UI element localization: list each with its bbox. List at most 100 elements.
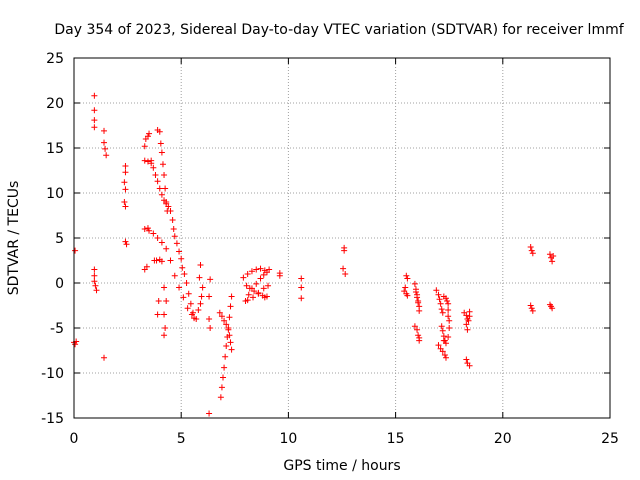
data-point xyxy=(101,354,108,361)
data-point xyxy=(439,327,446,334)
data-point xyxy=(165,203,172,210)
data-point xyxy=(261,267,268,274)
data-point xyxy=(162,185,169,192)
data-point xyxy=(123,241,130,248)
y-tick-label: 10 xyxy=(46,186,64,202)
data-point xyxy=(550,253,557,259)
data-point xyxy=(298,295,305,302)
data-point xyxy=(415,299,422,306)
data-point xyxy=(276,272,283,279)
data-point xyxy=(445,300,452,307)
data-point xyxy=(148,160,155,167)
data-point xyxy=(416,337,423,344)
data-point xyxy=(183,280,190,286)
x-axis-label: GPS time / hours xyxy=(283,458,400,474)
data-point xyxy=(225,326,232,333)
y-tick-label: -15 xyxy=(41,411,64,427)
y-tick-label: 20 xyxy=(46,96,64,112)
data-point xyxy=(146,130,153,137)
data-point xyxy=(403,272,410,279)
data-point xyxy=(437,300,444,307)
data-point xyxy=(266,266,273,273)
data-point xyxy=(122,203,129,210)
data-point xyxy=(527,244,534,250)
data-point xyxy=(122,163,129,169)
data-point xyxy=(91,92,98,99)
data-point xyxy=(414,326,421,333)
data-point xyxy=(404,292,411,299)
data-point xyxy=(103,152,110,159)
data-point xyxy=(402,284,409,291)
data-point xyxy=(122,169,129,176)
data-point xyxy=(223,343,230,349)
data-point xyxy=(154,235,161,241)
data-point xyxy=(549,305,556,312)
data-point xyxy=(101,139,108,146)
data-point xyxy=(102,145,109,152)
data-point xyxy=(169,217,176,223)
data-point xyxy=(244,297,251,304)
data-point xyxy=(445,313,452,320)
data-point xyxy=(217,394,224,401)
data-point xyxy=(465,317,472,324)
data-point xyxy=(161,197,168,204)
data-point xyxy=(150,164,157,171)
data-point xyxy=(444,298,451,304)
data-point xyxy=(243,282,250,289)
data-point xyxy=(445,334,452,340)
y-tick-label: -10 xyxy=(41,366,64,382)
data-point xyxy=(260,271,267,278)
data-point xyxy=(466,362,473,369)
data-point xyxy=(228,346,235,353)
data-point xyxy=(529,250,536,257)
data-point xyxy=(244,271,251,277)
data-point xyxy=(167,257,174,264)
data-point xyxy=(222,353,229,360)
data-point xyxy=(155,298,162,304)
data-point xyxy=(179,264,186,271)
data-point xyxy=(253,280,260,287)
data-point xyxy=(466,313,473,320)
data-point xyxy=(144,158,151,165)
data-point xyxy=(141,143,148,150)
data-point xyxy=(152,172,159,178)
data-point xyxy=(163,298,170,304)
data-point xyxy=(218,384,225,391)
data-point xyxy=(176,284,183,291)
data-point xyxy=(167,208,174,214)
y-tick-label: 5 xyxy=(55,231,64,247)
data-point xyxy=(416,307,423,314)
data-point xyxy=(146,227,153,234)
data-point xyxy=(72,341,79,348)
data-point xyxy=(188,311,195,318)
data-point xyxy=(529,307,536,314)
y-axis-tick-labels: -15 -10 -5 0 5 10 15 20 25 xyxy=(41,51,64,427)
data-point xyxy=(195,307,202,313)
data-point xyxy=(342,271,349,277)
data-point xyxy=(298,275,305,282)
data-point xyxy=(163,245,170,252)
data-point xyxy=(153,257,160,264)
data-point xyxy=(246,285,253,292)
data-point xyxy=(527,302,534,309)
x-tick-label: 5 xyxy=(177,431,186,447)
data-point xyxy=(207,325,214,331)
data-point xyxy=(257,275,264,282)
data-point xyxy=(206,316,213,322)
data-point xyxy=(158,258,165,265)
data-point xyxy=(173,240,180,247)
data-point xyxy=(253,266,260,273)
data-point xyxy=(207,276,214,283)
data-point xyxy=(91,124,98,131)
chart-title: Day 354 of 2023, Sidereal Day-to-day VTE… xyxy=(54,22,624,38)
data-point xyxy=(546,251,553,258)
data-point xyxy=(150,230,157,237)
data-point xyxy=(196,274,203,281)
data-point xyxy=(341,247,348,254)
data-point xyxy=(226,332,233,339)
data-point xyxy=(206,410,213,417)
data-point xyxy=(218,313,225,320)
data-point xyxy=(255,289,262,296)
data-point xyxy=(223,321,230,328)
